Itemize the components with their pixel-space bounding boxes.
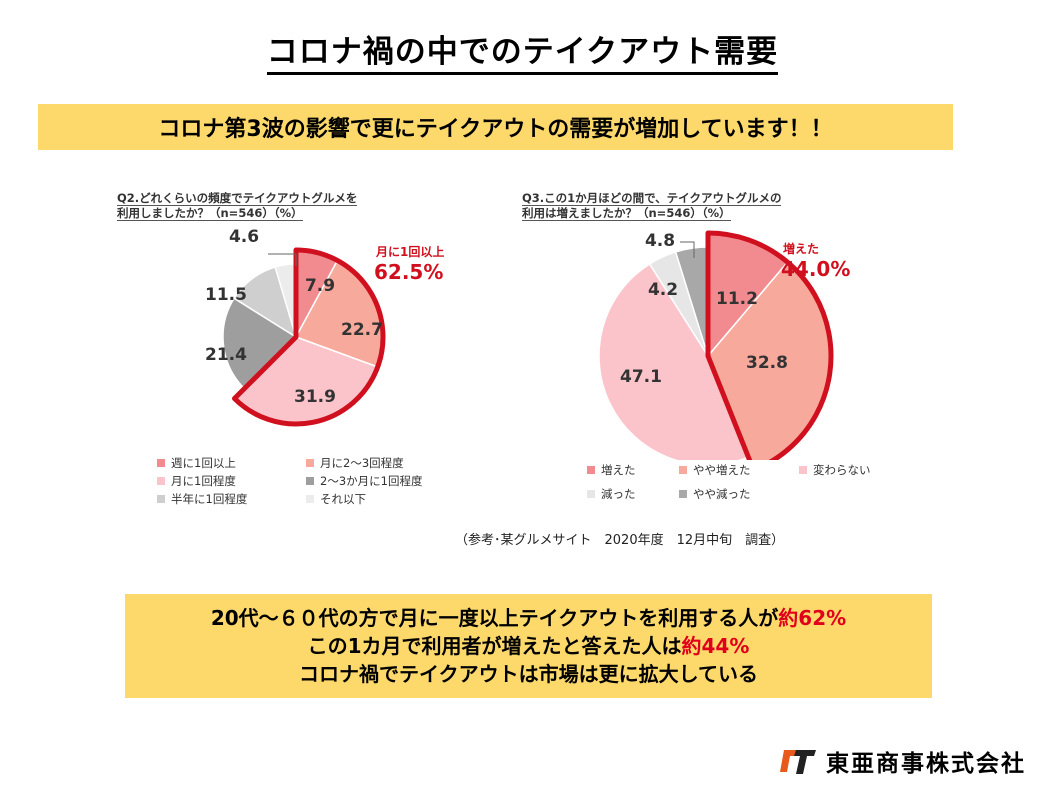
legend-label: 月に2～3回程度	[320, 456, 404, 470]
q3-title-line2: 利用は増えましたか？（n=546）（%）	[522, 206, 731, 221]
legend-item: 半年に1回程度	[157, 491, 247, 507]
highlight-outline	[231, 247, 386, 427]
legend-swatch	[306, 495, 314, 503]
slice-value-label: 7.9	[305, 276, 335, 296]
pie-slice-3	[598, 262, 750, 460]
q2-title: Q2.どれくらいの頻度でテイクアウトグルメを 利用しましたか？（n=546）（%…	[117, 191, 358, 221]
legend-item: 月に1回程度	[157, 473, 236, 489]
slice-value-label: 11.5	[205, 285, 247, 305]
legend-swatch	[587, 490, 595, 498]
legend-item: 変わらない	[799, 462, 871, 478]
summary-line-2: この1カ月で利用者が増えたと答えた人は約44%	[307, 634, 750, 658]
leader-line	[268, 253, 297, 266]
legend-label: 半年に1回程度	[171, 492, 248, 506]
callout-label: 月に1回以上	[375, 244, 444, 259]
slice-value-label: 31.9	[294, 387, 336, 407]
summary-box: 20代～６０代の方で月に一度以上テイクアウトを利用する人が約62% この1カ月で…	[125, 594, 932, 698]
legend-swatch	[157, 477, 165, 485]
legend-label: やや増えた	[693, 463, 751, 477]
legend-label: 月に1回程度	[171, 474, 236, 488]
legend-item: それ以下	[306, 491, 366, 507]
legend-label: 減った	[601, 487, 636, 501]
legend-swatch	[679, 466, 687, 474]
legend-label: 変わらない	[813, 463, 871, 477]
summary-line-1: 20代～６０代の方で月に一度以上テイクアウトを利用する人が約62%	[210, 606, 847, 630]
slice-value-label: 21.4	[205, 345, 247, 365]
legend-swatch	[679, 490, 687, 498]
slice-value-label: 11.2	[716, 289, 758, 309]
legend-item: 増えた	[587, 462, 636, 478]
q3-title-line1: Q3.この1か月ほどの間で、テイクアウトグルメの	[522, 191, 782, 206]
company-name: 東亜商事株式会社	[826, 751, 1026, 777]
legend-swatch	[157, 459, 165, 467]
legend-item: やや減った	[679, 486, 751, 502]
page-title: コロナ禍の中でのテイクアウト需要	[0, 26, 1045, 75]
summary-highlight-1: 約62%	[778, 606, 847, 630]
legend-label: 増えた	[601, 463, 636, 477]
legend-label: やや減った	[693, 487, 751, 501]
legend-item: やや増えた	[679, 462, 751, 478]
legend-item: 2～3か月に1回程度	[306, 473, 422, 489]
legend-item: 週に1回以上	[157, 455, 236, 471]
company-logo-icon	[780, 750, 816, 774]
slice-value-label: 4.2	[648, 280, 678, 300]
pie-slice-4	[222, 297, 298, 390]
q2-title-line2: 利用しましたか？（n=546）（%）	[117, 206, 303, 221]
legend-item: 月に2～3回程度	[306, 455, 404, 471]
legend-swatch	[306, 477, 314, 485]
legend-swatch	[157, 495, 165, 503]
legend-item: 減った	[587, 486, 636, 502]
slice-value-label: 4.8	[645, 231, 675, 251]
callout-value: 44.0%	[781, 257, 850, 281]
callout-value: 62.5%	[374, 260, 443, 284]
summary-highlight-2: 約44%	[681, 634, 750, 658]
headline-banner: コロナ第3波の影響で更にテイクアウトの需要が増加しています！！	[38, 104, 953, 150]
legend-swatch	[587, 466, 595, 474]
highlight-outline	[705, 230, 834, 460]
q2-title-line1: Q2.どれくらいの頻度でテイクアウトグルメを	[117, 191, 358, 206]
summary-line-3: コロナ禍でテイクアウトは市場は更に拡大している	[299, 662, 758, 686]
slice-value-label: 32.8	[746, 353, 788, 373]
legend-label: 週に1回以上	[171, 456, 236, 470]
leader-line	[680, 241, 695, 258]
legend-swatch	[306, 459, 314, 467]
callout-label: 増えた	[783, 241, 819, 256]
q3-title: Q3.この1か月ほどの間で、テイクアウトグルメの 利用は増えましたか？（n=54…	[522, 191, 782, 221]
slice-value-label: 4.6	[229, 227, 259, 247]
legend-label: それ以下	[320, 492, 366, 506]
legend-swatch	[799, 466, 807, 474]
slice-value-label: 47.1	[620, 367, 662, 387]
source-note: （参考･某グルメサイト 2020年度 12月中旬 調査）	[455, 533, 785, 548]
company-footer: 東亜商事株式会社	[778, 744, 1026, 778]
legend-label: 2～3か月に1回程度	[320, 474, 423, 488]
slice-value-label: 22.7	[341, 320, 383, 340]
